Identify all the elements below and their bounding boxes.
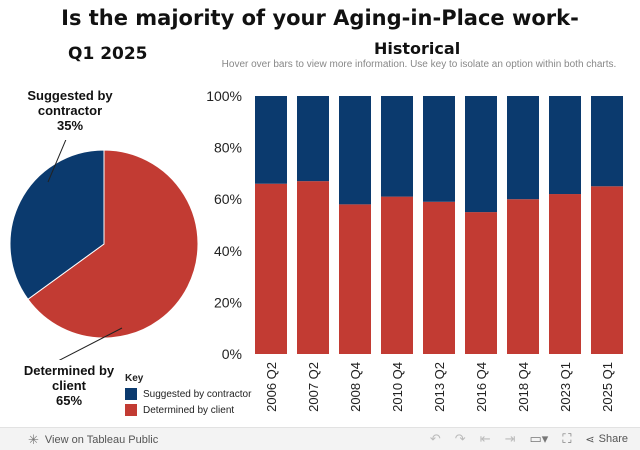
y-tick-label: 20%	[214, 294, 242, 310]
bar-segment-suggested[interactable]	[591, 96, 623, 187]
y-tick-label: 0%	[222, 346, 242, 362]
pie-label-determined: Determined by client 65%	[10, 363, 128, 408]
bar-segment-determined[interactable]	[381, 196, 413, 354]
bar-segment-suggested[interactable]	[297, 96, 329, 182]
x-tick-label: 2013 Q2	[432, 362, 447, 412]
pie-leader-suggested	[47, 140, 67, 183]
bar-segment-suggested[interactable]	[507, 96, 539, 200]
bar-segment-suggested[interactable]	[465, 96, 497, 213]
pie-label-suggested: Suggested by contractor 35%	[10, 88, 130, 133]
legend-title: Key	[125, 373, 144, 384]
tableau-footer: ✳ View on Tableau Public ↶ ↷ ⇤ ⇥ ▭▾ ⛶ ⋖ …	[0, 427, 640, 450]
x-tick-label: 2025 Q1	[600, 362, 615, 412]
historical-subtitle: Hover over bars to view more information…	[221, 59, 617, 70]
y-tick-label: 60%	[214, 191, 242, 207]
pie-slice-suggested[interactable]	[9, 149, 105, 300]
pie-label-suggested-pct: 35%	[56, 118, 84, 133]
pause-icon[interactable]: ⇥	[504, 431, 516, 446]
bar-segment-determined[interactable]	[339, 204, 371, 354]
legend-item-suggested[interactable]: Suggested by contractor	[125, 386, 251, 402]
bar-segment-suggested[interactable]	[339, 96, 371, 205]
bar-segment-determined[interactable]	[423, 201, 455, 354]
legend-swatch-determined	[125, 404, 137, 416]
legend: Key Suggested by contractor Determined b…	[125, 373, 251, 418]
comment-icon[interactable]: ▭▾	[529, 431, 549, 446]
pie-leader-determined	[58, 327, 123, 360]
pie-label-determined-line2: client	[52, 378, 86, 393]
bar-segment-determined[interactable]	[591, 186, 623, 354]
bar-segment-determined[interactable]	[549, 194, 581, 354]
bar-segment-suggested[interactable]	[255, 96, 287, 184]
redo-icon[interactable]: ↷	[454, 431, 466, 446]
bar-segment-suggested[interactable]	[549, 96, 581, 195]
pie-label-determined-pct: 65%	[55, 393, 83, 408]
main-title: Is the majority of your Aging-in-Place w…	[61, 6, 579, 30]
pie-slice-determined[interactable]	[27, 149, 199, 339]
x-tick-label: 2023 Q1	[558, 362, 573, 412]
x-tick-label: 2016 Q4	[474, 362, 489, 412]
bar-segment-determined[interactable]	[255, 183, 287, 354]
view-on-tableau-link[interactable]: ✳ View on Tableau Public	[28, 432, 158, 448]
x-tick-label: 2006 Q2	[264, 362, 279, 412]
legend-swatch-suggested	[125, 388, 137, 400]
x-tick-label: 2008 Q4	[348, 362, 363, 412]
bar-segment-determined[interactable]	[297, 181, 329, 354]
share-label: Share	[598, 433, 628, 445]
pie-label-suggested-line1: Suggested by	[27, 88, 113, 103]
bar-segment-determined[interactable]	[507, 199, 539, 354]
pie-label-determined-line1: Determined by	[23, 363, 115, 378]
x-tick-label: 2018 Q4	[516, 362, 531, 412]
revert-icon[interactable]: ⇤	[479, 431, 491, 446]
x-tick-label: 2010 Q4	[390, 362, 405, 412]
pie-label-suggested-line2: contractor	[37, 103, 103, 118]
legend-label-suggested: Suggested by contractor	[143, 388, 252, 400]
share-button[interactable]: ⋖ Share	[585, 433, 628, 446]
bar-segment-suggested[interactable]	[381, 96, 413, 197]
legend-item-determined[interactable]: Determined by client	[125, 402, 251, 418]
pie-chart-title: Q1 2025	[68, 44, 148, 64]
pie-chart[interactable]	[0, 140, 200, 360]
y-tick-label: 80%	[214, 140, 242, 156]
fullscreen-icon[interactable]: ⛶	[562, 431, 572, 446]
y-tick-label: 100%	[206, 88, 242, 104]
bar-segment-determined[interactable]	[465, 212, 497, 354]
stacked-bar-chart[interactable]: 0% 20% 40% 60% 80% 100% 2006 Q2 2007 Q2 2008 Q4 2…	[200, 80, 635, 425]
x-tick-label: 2007 Q2	[306, 362, 321, 412]
legend-label-determined: Determined by client	[143, 404, 235, 416]
bar-segment-suggested[interactable]	[423, 96, 455, 202]
view-on-tableau-label: View on Tableau Public	[44, 434, 159, 446]
historical-chart-title: Historical	[374, 39, 461, 58]
tableau-logo-icon: ✳	[28, 432, 39, 447]
y-tick-label: 40%	[214, 243, 242, 259]
undo-icon[interactable]: ↶	[429, 431, 441, 446]
share-icon: ⋖	[585, 433, 595, 446]
